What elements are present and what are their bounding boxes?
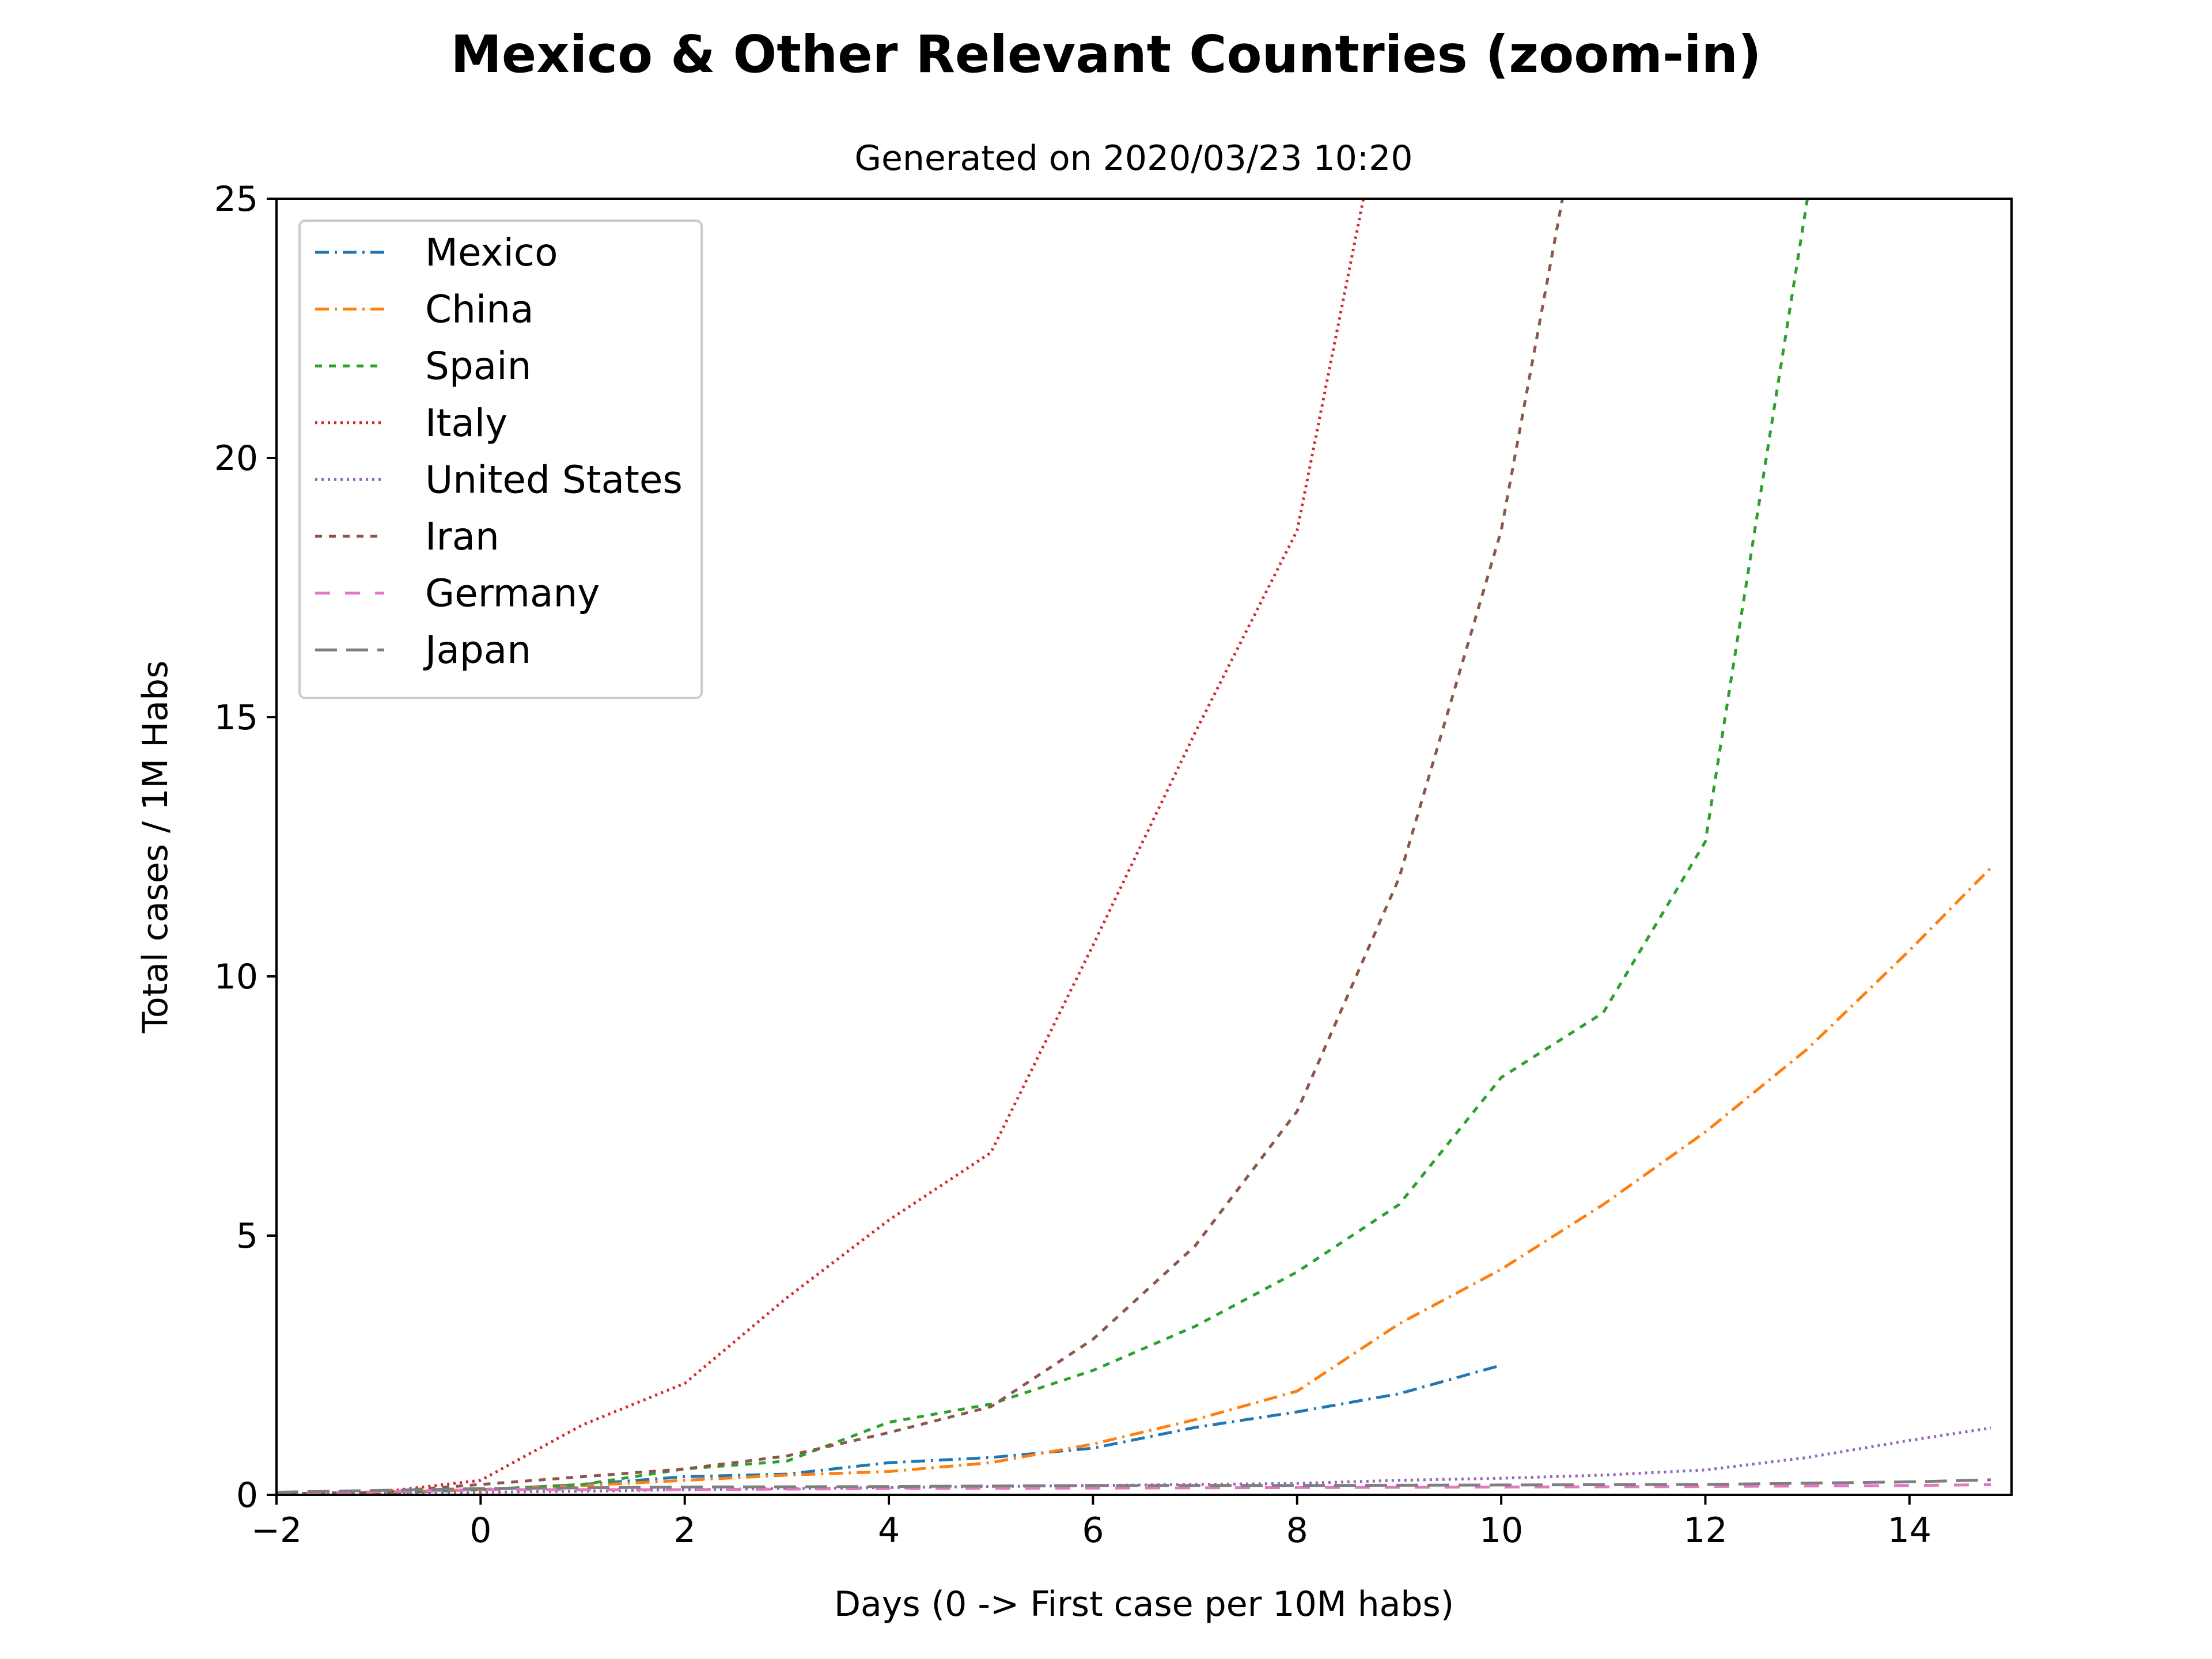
x-tick-label: 4 xyxy=(878,1510,900,1551)
y-axis: 0 5 10 15 20 25 xyxy=(214,179,276,1516)
x-tick-label: 0 xyxy=(469,1510,491,1551)
y-tick-label: 25 xyxy=(214,179,258,219)
series-line-united-states xyxy=(276,1426,1991,1495)
x-tick-label: −2 xyxy=(251,1510,302,1551)
legend-label-china: China xyxy=(425,287,534,332)
series-layer xyxy=(276,199,1991,1495)
series-line-italy xyxy=(276,199,1365,1495)
legend: Mexico China Spain Italy United States Iran Ge… xyxy=(298,219,703,699)
y-tick-label: 0 xyxy=(236,1475,258,1516)
series-line-japan xyxy=(276,1478,1991,1494)
legend-label-united-states: United States xyxy=(425,457,683,502)
x-tick-label: 10 xyxy=(1479,1510,1523,1551)
x-tick-label: 2 xyxy=(674,1510,696,1551)
legend-label-italy: Italy xyxy=(425,401,507,445)
legend-label-germany: Germany xyxy=(425,571,600,616)
chart-title: Mexico & Other Relevant Countries (zoom-… xyxy=(450,24,1761,84)
x-tick-label: 8 xyxy=(1286,1510,1308,1551)
y-tick-label: 10 xyxy=(214,957,258,997)
chart-subtitle: Generated on 2020/03/23 10:20 xyxy=(855,138,1413,179)
y-tick-label: 15 xyxy=(214,698,258,738)
legend-label-iran: Iran xyxy=(425,514,499,559)
series-line-mexico xyxy=(276,1363,1502,1495)
legend-box xyxy=(298,219,703,699)
y-tick-label: 20 xyxy=(214,438,258,479)
legend-label-mexico: Mexico xyxy=(425,230,558,275)
legend-label-japan: Japan xyxy=(423,628,531,672)
plot-frame xyxy=(275,198,2013,1496)
series-line-iran xyxy=(276,199,1564,1495)
series-line-china xyxy=(276,866,1991,1495)
x-tick-label: 12 xyxy=(1683,1510,1727,1551)
y-axis-label: Total cases / 1M Habs xyxy=(135,661,176,1034)
x-tick-label: 6 xyxy=(1082,1510,1104,1551)
x-axis: −2 0 2 4 6 8 10 12 14 xyxy=(251,1495,1931,1551)
legend-label-spain: Spain xyxy=(425,344,531,388)
series-line-germany xyxy=(276,1483,1991,1495)
x-axis-label: Days (0 -> First case per 10M habs) xyxy=(834,1584,1454,1624)
y-tick-label: 5 xyxy=(236,1216,258,1256)
x-tick-label: 14 xyxy=(1888,1510,1931,1551)
